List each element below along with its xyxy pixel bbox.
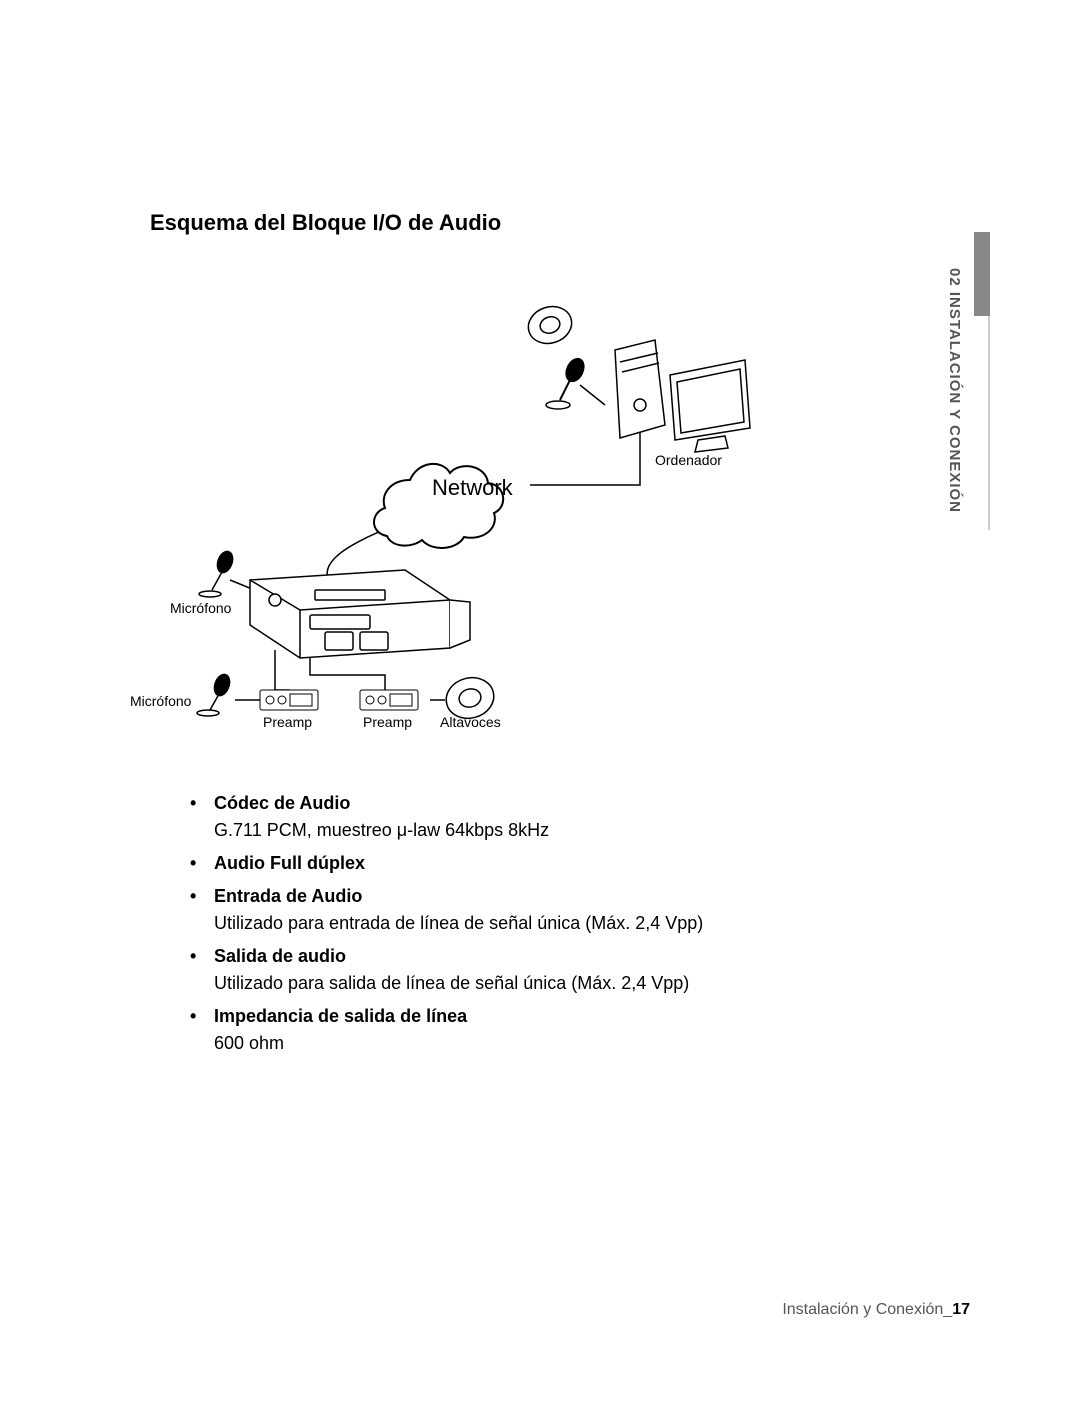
spec-item: Entrada de Audio Utilizado para entrada … xyxy=(190,883,890,937)
diagram-svg xyxy=(150,280,870,760)
preamp2-icon xyxy=(360,690,418,710)
speaker-bottom-label: Altavoces xyxy=(440,714,501,730)
spec-desc: G.711 PCM, muestreo μ-law 64kbps 8kHz xyxy=(214,817,890,844)
specs-list: Códec de Audio G.711 PCM, muestreo μ-law… xyxy=(190,790,890,1063)
page-number: 17 xyxy=(952,1301,970,1318)
spec-title: Códec de Audio xyxy=(214,793,350,813)
mic-top-label: Micrófono xyxy=(170,600,231,616)
spec-title: Salida de audio xyxy=(214,946,346,966)
page-footer: Instalación y Conexión_17 xyxy=(782,1301,970,1319)
camera-icon xyxy=(250,570,470,658)
microphone-bottom-icon xyxy=(197,672,232,716)
microphone-top-icon xyxy=(199,549,235,597)
spec-item: Salida de audio Utilizado para salida de… xyxy=(190,943,890,997)
audio-io-diagram: Network Ordenador Micrófono Micrófono Pr… xyxy=(150,280,870,760)
preamp1-label: Preamp xyxy=(263,714,312,730)
spec-desc: Utilizado para salida de línea de señal … xyxy=(214,970,890,997)
computer-label: Ordenador xyxy=(655,452,722,468)
computer-icon xyxy=(524,301,750,452)
preamp2-label: Preamp xyxy=(363,714,412,730)
page: 02 INSTALACIÓN Y CONEXIÓN Esquema del Bl… xyxy=(0,0,1080,1414)
footer-sep: _ xyxy=(943,1301,952,1318)
side-tab-bar xyxy=(974,232,990,316)
network-label: Network xyxy=(432,475,513,501)
spec-item: Códec de Audio G.711 PCM, muestreo μ-law… xyxy=(190,790,890,844)
preamp1-icon xyxy=(260,690,318,710)
spec-desc: Utilizado para entrada de línea de señal… xyxy=(214,910,890,937)
spec-item: Impedancia de salida de línea 600 ohm xyxy=(190,1003,890,1057)
spec-title: Audio Full dúplex xyxy=(214,853,365,873)
footer-section: Instalación y Conexión xyxy=(782,1301,943,1318)
side-tab: 02 INSTALACIÓN Y CONEXIÓN xyxy=(940,250,970,530)
spec-title: Entrada de Audio xyxy=(214,886,362,906)
spec-desc: 600 ohm xyxy=(214,1030,890,1057)
spec-item: Audio Full dúplex xyxy=(190,850,890,877)
section-heading: Esquema del Bloque I/O de Audio xyxy=(150,210,501,236)
side-tab-text: 02 INSTALACIÓN Y CONEXIÓN xyxy=(947,267,964,512)
mic-bottom-label: Micrófono xyxy=(130,693,191,709)
spec-title: Impedancia de salida de línea xyxy=(214,1006,467,1026)
